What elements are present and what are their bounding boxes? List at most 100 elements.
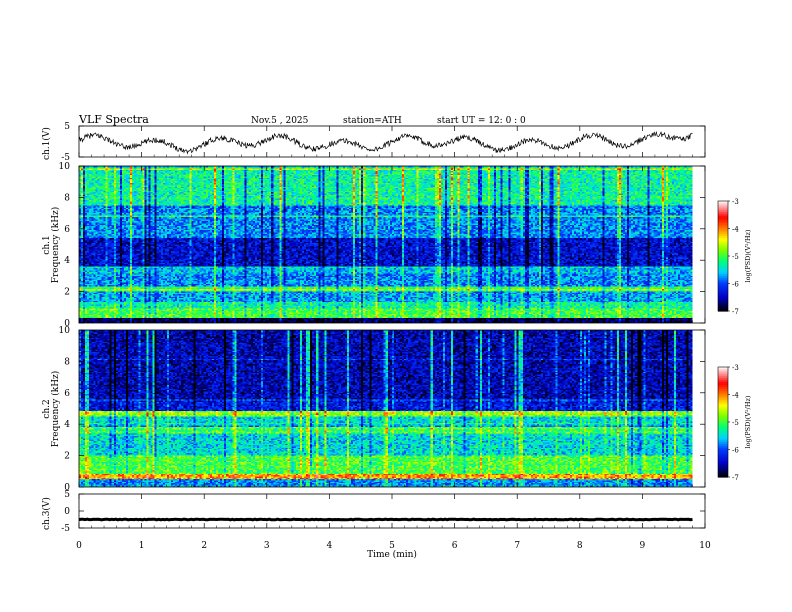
- colorbar-segment: [718, 372, 728, 375]
- colorbar-segment: [718, 301, 728, 305]
- colorbar-segment: [718, 292, 728, 296]
- colorbar-segment: [718, 217, 728, 220]
- x-tick-labels: 0 1 2 3 4 5 6 7 8 9 10: [76, 541, 711, 551]
- colorbar-segment: [718, 300, 728, 303]
- x-tick-label: 4: [327, 541, 333, 551]
- colorbar-segment: [718, 387, 728, 390]
- colorbar-segment: [718, 267, 728, 270]
- colorbar-segment: [718, 245, 728, 248]
- colorbar-segment: [718, 466, 728, 469]
- ch3-waveform-panel: [78, 493, 706, 529]
- figure-title: VLF Spectra: [78, 113, 149, 126]
- y-tick-label: 10: [59, 326, 71, 336]
- y-tick-label: 4: [64, 256, 70, 266]
- colorbar-segment: [718, 389, 728, 392]
- colorbar-segment: [718, 223, 728, 226]
- colorbar-segment: [718, 412, 728, 416]
- colorbar-segment: [718, 252, 728, 255]
- colorbar-segment: [718, 208, 728, 211]
- colorbar-segment: [718, 221, 728, 224]
- colorbar-label: log(PSD)(V²/Hz): [744, 395, 752, 448]
- colorbar-segment: [718, 204, 728, 208]
- colorbar-tick-label: -6: [732, 447, 739, 455]
- colorbar-segment: [718, 379, 728, 383]
- colorbar-segment: [718, 471, 728, 474]
- colorbar-segment: [718, 278, 728, 281]
- colorbar-segment: [718, 436, 728, 440]
- y-tick-label: 0: [64, 319, 70, 329]
- colorbar-segment: [718, 403, 728, 407]
- colorbar-segment: [718, 224, 728, 228]
- colorbar-segment: [718, 232, 728, 235]
- ch2-spectrogram: [79, 330, 693, 487]
- colorbar-segment: [718, 434, 728, 438]
- colorbar-segment: [718, 370, 728, 374]
- colorbar-segment: [718, 392, 728, 396]
- ch1-freq-label-line2: Frequency (kHz): [50, 207, 61, 284]
- x-tick-label: 1: [139, 541, 145, 551]
- colorbar-segment: [718, 460, 728, 463]
- colorbar-segment: [718, 261, 728, 264]
- ch3-volt-label: ch.3(V): [41, 497, 52, 530]
- x-tick-label: 8: [577, 541, 583, 551]
- colorbar-segment: [718, 405, 728, 408]
- colorbar-segment: [718, 201, 728, 204]
- y-tick-label: 2: [64, 288, 70, 298]
- colorbar-segment: [718, 401, 728, 405]
- colorbar-segment: [718, 250, 728, 253]
- y-tick-label: 8: [64, 193, 70, 203]
- colorbar-segment: [718, 368, 728, 372]
- y-tick-label: 5: [64, 490, 70, 500]
- ch1-waveform-line: [78, 130, 693, 155]
- colorbar-tick-label: -5: [732, 419, 739, 427]
- colorbar-segment: [718, 281, 728, 285]
- spectrogram-image: [79, 330, 693, 487]
- colorbar-segment: [718, 444, 728, 447]
- tick-marks: [78, 125, 706, 529]
- colorbar-segment: [718, 296, 728, 299]
- colorbar-segment: [718, 427, 728, 430]
- colorbar-segment: [718, 374, 728, 377]
- colorbar-segment: [718, 290, 728, 294]
- colorbar-segment: [718, 263, 728, 266]
- colorbar-segment: [718, 394, 728, 397]
- colorbar-segment: [718, 256, 728, 259]
- colorbar-segment: [718, 400, 728, 403]
- colorbar-segment: [718, 272, 728, 275]
- x-tick-label: 0: [76, 541, 82, 551]
- colorbar-segment: [718, 409, 728, 412]
- colorbar-segment: [718, 228, 728, 231]
- colorbar-segment: [718, 438, 728, 441]
- x-tick-label: 3: [264, 541, 270, 551]
- colorbar-segment: [718, 243, 728, 246]
- colorbar-segment: [718, 467, 728, 471]
- station-label: station=ATH: [343, 116, 402, 126]
- colorbar-tick-label: -3: [732, 198, 739, 206]
- colorbar-segment: [718, 210, 728, 213]
- colorbar-segment: [718, 367, 728, 370]
- colorbar-segment: [718, 456, 728, 460]
- colorbar-segment: [718, 433, 728, 436]
- colorbar-segment: [718, 298, 728, 301]
- colorbar-label: log(PSD)(V²/Hz): [744, 229, 752, 282]
- colorbar-segment: [718, 219, 728, 222]
- x-tick-label: 5: [389, 541, 395, 551]
- colorbar-segment: [718, 307, 728, 310]
- colorbar-segment: [718, 390, 728, 394]
- colorbar-segment: [718, 414, 728, 418]
- colorbar-segment: [718, 246, 728, 250]
- colorbar-segment: [718, 469, 728, 473]
- colorbar-segment: [718, 420, 728, 423]
- colorbar-segment: [718, 429, 728, 432]
- start-ut-label: start UT = 12: 0 : 0: [437, 116, 526, 126]
- colorbar-segment: [718, 411, 728, 414]
- x-tick-label: 9: [640, 541, 646, 551]
- colorbar-segment: [718, 455, 728, 458]
- colorbar-segment: [718, 442, 728, 445]
- colorbar-segment: [718, 385, 728, 388]
- y-tick-label: 2: [64, 452, 70, 462]
- colorbar-segment: [718, 303, 728, 307]
- colorbar-segment: [718, 268, 728, 272]
- ch1-spectrogram: [79, 166, 693, 323]
